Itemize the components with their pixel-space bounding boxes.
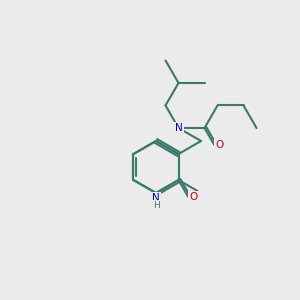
Text: H: H: [153, 200, 159, 209]
Text: N: N: [175, 123, 182, 133]
Text: O: O: [215, 140, 224, 150]
Text: O: O: [189, 192, 197, 202]
Text: N: N: [152, 193, 160, 203]
